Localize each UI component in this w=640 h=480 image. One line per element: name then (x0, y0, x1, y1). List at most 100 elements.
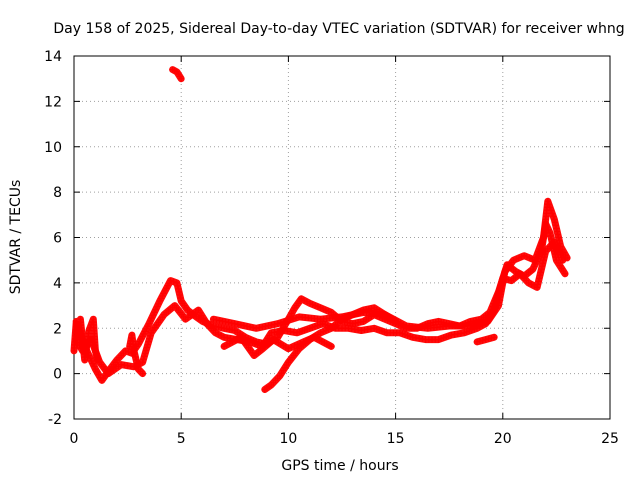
data-point (536, 245, 543, 252)
data-point (141, 353, 148, 360)
data-point (392, 318, 399, 325)
data-point (534, 251, 541, 258)
grid (74, 56, 610, 419)
data-point (341, 315, 348, 322)
y-tick-label: 2 (53, 321, 62, 337)
data-point (154, 303, 161, 310)
data-point (139, 359, 146, 366)
data-point (219, 318, 226, 325)
data-point (228, 320, 235, 327)
x-tick-label: 10 (279, 431, 297, 447)
data-point (521, 252, 528, 259)
data-point (536, 272, 543, 279)
data-point (357, 308, 364, 315)
data-point (216, 317, 223, 324)
data-point (89, 360, 96, 367)
data-point (237, 322, 244, 329)
data-point (538, 240, 545, 247)
data-point (556, 237, 563, 244)
data-point (535, 278, 542, 285)
data-point (210, 316, 217, 323)
data-series (70, 66, 571, 393)
data-point (240, 322, 247, 329)
data-point (510, 257, 517, 264)
data-point (222, 318, 229, 325)
data-point (88, 357, 95, 364)
data-point (534, 281, 541, 288)
data-point (479, 319, 486, 326)
data-point (518, 253, 525, 260)
data-point (513, 256, 520, 263)
y-tick-labels: -2 0 2 4 6 8 10 12 14 (44, 49, 62, 428)
data-point (328, 343, 335, 350)
data-point (167, 277, 174, 284)
data-point (139, 370, 146, 377)
data-point (312, 302, 319, 309)
data-point (309, 301, 316, 308)
data-point (262, 323, 269, 330)
data-point (176, 291, 183, 298)
data-point (314, 303, 321, 310)
data-point (140, 356, 147, 363)
data-point (148, 315, 155, 322)
data-point (552, 222, 559, 229)
data-point (539, 260, 546, 267)
x-tick-label: 15 (387, 431, 405, 447)
y-tick-label: 10 (44, 140, 62, 156)
data-point (355, 309, 362, 316)
data-point (554, 231, 561, 238)
data-point (556, 240, 563, 247)
data-point (545, 201, 552, 208)
data-point (317, 329, 324, 336)
data-point (481, 319, 488, 326)
data-point (555, 234, 562, 241)
data-point (142, 350, 149, 357)
data-point (539, 237, 546, 244)
data-point (541, 251, 548, 258)
data-point (317, 304, 324, 311)
data-point (170, 278, 177, 285)
data-point (515, 254, 522, 261)
y-tick-label: -2 (48, 412, 62, 428)
data-point (322, 327, 329, 334)
data-point (479, 337, 486, 344)
axis-ticks (73, 55, 611, 420)
data-point (349, 311, 356, 318)
data-point (553, 225, 560, 232)
data-point (476, 338, 483, 345)
x-tick-label: 20 (494, 431, 512, 447)
data-point (150, 312, 157, 319)
data-point (474, 338, 481, 345)
data-point (473, 321, 480, 328)
x-tick-label: 5 (177, 431, 186, 447)
data-point (133, 357, 140, 364)
data-point (554, 228, 561, 235)
data-point (322, 307, 329, 314)
data-point (173, 279, 180, 286)
data-point (271, 321, 278, 328)
data-point (526, 254, 533, 261)
data-point (531, 257, 538, 264)
data-point (94, 357, 101, 364)
data-point (523, 253, 530, 260)
data-point (265, 322, 272, 329)
data-point (256, 324, 263, 331)
x-tick-label: 0 (70, 431, 79, 447)
data-point (268, 322, 275, 329)
data-point (122, 347, 129, 354)
data-point (134, 363, 141, 370)
data-point (537, 269, 544, 276)
data-point (177, 295, 184, 301)
data-point (306, 300, 313, 307)
data-point (146, 335, 153, 342)
data-point (288, 344, 295, 351)
data-point (550, 213, 557, 220)
data-point (283, 317, 290, 324)
data-point (339, 316, 345, 323)
data-point (244, 323, 251, 330)
data-point (538, 266, 545, 273)
data-point (280, 318, 287, 325)
data-point (132, 353, 139, 360)
data-point (485, 335, 492, 342)
data-point (537, 243, 544, 250)
